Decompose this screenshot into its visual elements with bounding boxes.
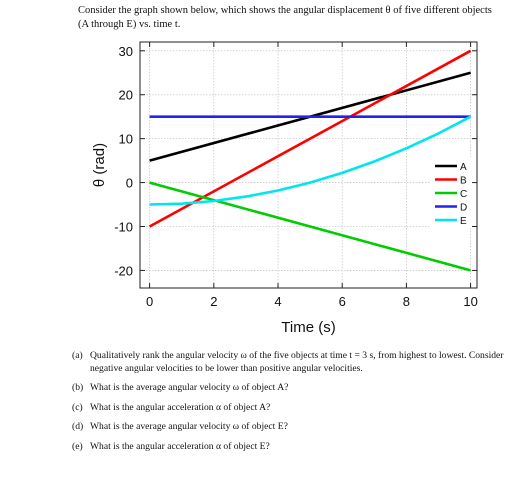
series-line-E (149, 115, 472, 206)
x-tick-label: 8 (403, 294, 410, 309)
y-tick-label: -20 (114, 263, 133, 278)
question-a: (a) Qualitatively rank the angular veloc… (72, 350, 504, 375)
question-list: (a) Qualitatively rank the angular veloc… (72, 350, 504, 460)
legend-label-C: C (460, 189, 467, 200)
question-tag: (e) (72, 440, 83, 452)
x-tick-label: 2 (210, 294, 217, 309)
problem-intro: Consider the graph shown below, which sh… (78, 5, 492, 30)
question-b: (b) What is the average angular velocity… (72, 382, 504, 395)
x-axis-label: Time (s) (281, 319, 335, 336)
y-tick-label: 30 (119, 44, 133, 59)
y-tick-label: 20 (119, 88, 133, 103)
question-tag: (c) (72, 401, 83, 413)
legend-label-A: A (460, 162, 467, 173)
x-tick-label: 6 (339, 294, 346, 309)
y-tick-label: -10 (114, 220, 133, 235)
y-tick-label: 0 (126, 176, 133, 191)
question-text: What is the angular acceleration α of ob… (90, 440, 270, 452)
x-tick-label: 4 (274, 294, 281, 309)
series-line-C (149, 181, 471, 272)
x-tick-label: 10 (463, 294, 477, 309)
question-c: (c) What is the angular acceleration α o… (72, 402, 504, 415)
question-tag: (a) (72, 350, 83, 361)
plot-area (140, 42, 477, 288)
legend-label-B: B (460, 176, 467, 187)
y-tick-label: 10 (119, 132, 133, 147)
question-text: What is the average angular velocity ω o… (90, 382, 289, 393)
question-tag: (d) (72, 421, 84, 432)
question-tag: (b) (72, 382, 84, 393)
plot-frame (139, 41, 478, 289)
question-d: (d) What is the average angular velocity… (72, 421, 504, 434)
question-text: What is the angular acceleration α of ob… (90, 401, 271, 413)
y-axis-label: θ (rad) (91, 143, 108, 187)
question-text: Qualitatively rank the angular velocity … (90, 350, 504, 374)
question-text: What is the average angular velocity ω o… (90, 421, 288, 432)
x-tick-label: 0 (146, 294, 153, 309)
question-e: (e) What is the angular acceleration α o… (72, 441, 504, 454)
legend-label-D: D (460, 203, 467, 214)
legend-label-E: E (460, 216, 467, 227)
